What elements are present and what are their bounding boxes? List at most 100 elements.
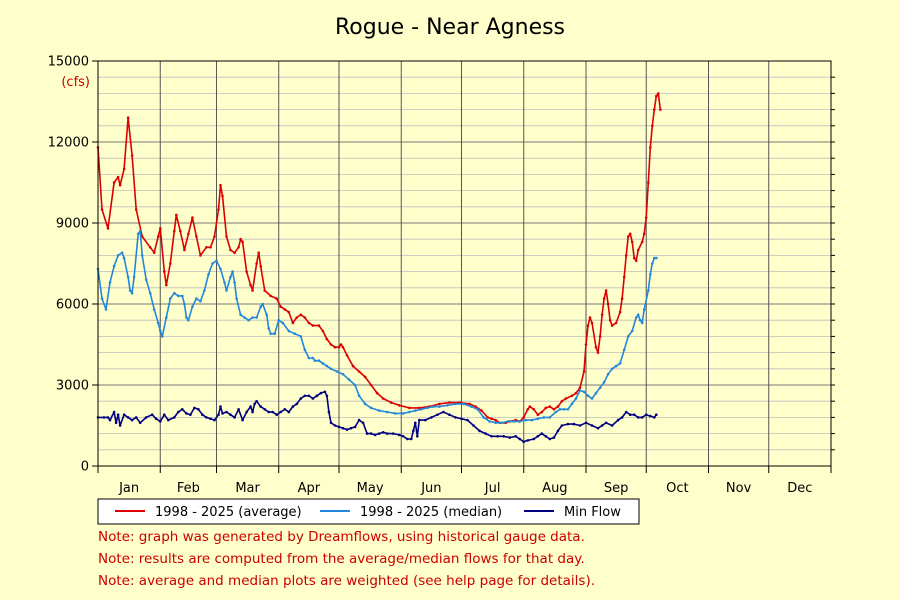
series-point (486, 416, 489, 419)
series-point (279, 305, 283, 309)
series-point (259, 405, 263, 408)
series-point (255, 316, 258, 319)
series-point (225, 235, 228, 238)
series-point (243, 316, 246, 319)
series-point (335, 370, 339, 373)
series-point (156, 321, 160, 325)
series-point (363, 402, 367, 406)
plot-frame (97, 60, 832, 467)
series-point (590, 397, 594, 400)
series-point (540, 432, 544, 435)
series-point (152, 251, 156, 254)
series-point (357, 418, 361, 422)
series-point (311, 324, 315, 327)
series-point (333, 345, 337, 349)
series-point (329, 343, 333, 346)
series-point (181, 294, 184, 298)
series-point (233, 281, 236, 284)
series-point (221, 194, 224, 198)
series-point (586, 324, 590, 327)
series-point (472, 424, 475, 427)
series-point (237, 246, 240, 249)
legend: 1998 - 2025 (average) 1998 - 2025 (media… (97, 498, 640, 525)
series-point (544, 435, 548, 438)
series-point (122, 413, 126, 417)
series-point (291, 405, 295, 408)
series-point (249, 405, 252, 408)
series-point (494, 418, 497, 422)
series-point (347, 378, 351, 381)
series-point (560, 424, 564, 427)
series-point (173, 291, 176, 295)
series-point (512, 420, 515, 423)
series-point (100, 208, 104, 211)
series-point (578, 424, 582, 427)
series-point (219, 405, 222, 408)
series-point (528, 405, 532, 408)
series-line (97, 92, 662, 424)
series-point (333, 424, 337, 427)
series-point (628, 232, 632, 236)
series-point (108, 281, 112, 284)
series-point (574, 397, 578, 400)
series-point (628, 413, 632, 417)
series-point (640, 416, 644, 419)
series-point (315, 394, 319, 398)
series-point (649, 414, 652, 418)
series-point (205, 416, 208, 419)
series-point (536, 417, 540, 421)
series-point (596, 426, 600, 430)
series-point (245, 270, 248, 273)
series-point (317, 359, 321, 363)
series-point (566, 408, 570, 411)
series-point (323, 390, 327, 394)
series-point (307, 321, 311, 325)
series-point (448, 401, 451, 404)
series-point (329, 367, 333, 371)
series-point (118, 424, 122, 427)
series-point (253, 402, 256, 406)
series-point (233, 416, 236, 419)
series-point (418, 406, 421, 410)
series-point (307, 356, 311, 360)
series-point (418, 418, 421, 422)
series-point (337, 345, 341, 349)
series-point (257, 251, 261, 254)
series-point (273, 332, 277, 336)
series-point (353, 383, 357, 387)
series-point (602, 297, 606, 300)
series-point (560, 399, 564, 403)
series-point (275, 297, 279, 300)
series-point (369, 383, 373, 387)
x-month-label: May (357, 481, 384, 496)
series-point (116, 175, 120, 179)
series-point (120, 251, 124, 254)
series-point (416, 435, 419, 438)
series-point (118, 183, 122, 187)
series-point (590, 424, 594, 427)
series-point (608, 318, 612, 322)
series-point (454, 416, 457, 419)
series-point (536, 413, 540, 417)
series-point (237, 408, 240, 411)
series-point (183, 248, 186, 252)
series-point (197, 408, 200, 411)
series-point (154, 417, 158, 421)
series-point (116, 413, 120, 417)
series-point (530, 418, 534, 422)
series-point (357, 370, 361, 373)
series-point (311, 356, 315, 360)
series-point (199, 254, 202, 257)
series-point (414, 409, 417, 412)
series-point (644, 216, 648, 219)
series-point (161, 335, 164, 338)
series-point (106, 416, 110, 419)
series-point (283, 308, 287, 311)
series-point (269, 294, 273, 298)
series-point (183, 302, 186, 306)
series-point (618, 310, 622, 314)
series-point (369, 432, 373, 435)
series-point (165, 283, 168, 287)
series-point (410, 437, 413, 441)
